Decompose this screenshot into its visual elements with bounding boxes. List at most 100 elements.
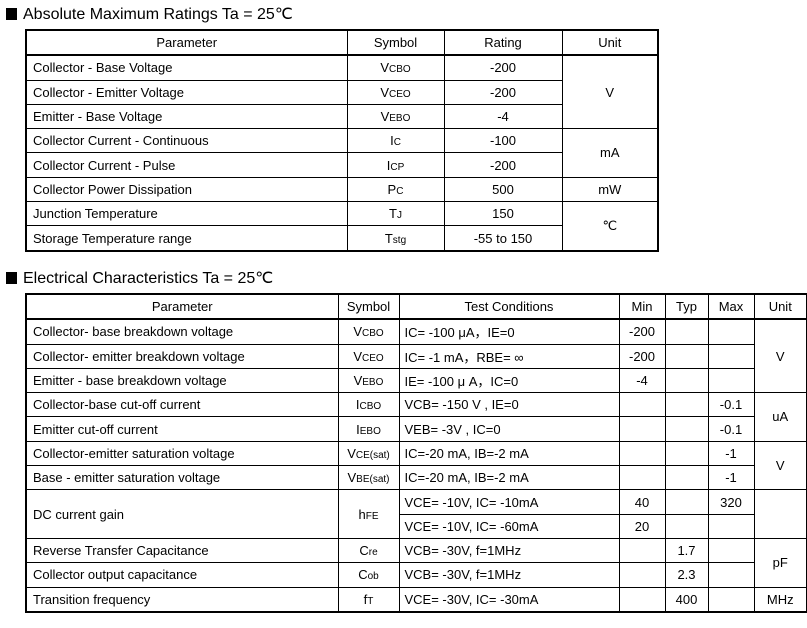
- symbol-main: V: [380, 109, 390, 125]
- min-cell: [618, 416, 666, 442]
- column-header: Symbol: [337, 293, 400, 321]
- symbol-cell: IC: [346, 128, 445, 154]
- min-cell: 40: [618, 489, 666, 515]
- symbol-subscript: CBO: [359, 401, 382, 413]
- symbol-cell: IEBO: [337, 416, 400, 442]
- typ-cell: 400: [664, 586, 709, 613]
- symbol-subscript: T: [367, 595, 374, 607]
- table-row: Emitter - base breakdown voltage VEBO IE= …: [25, 367, 807, 394]
- unit-cell: [753, 489, 807, 539]
- symbol-subscript: C: [396, 185, 404, 197]
- typ-cell: 2.3: [664, 562, 709, 588]
- parameter-cell: Collector - Emitter Voltage: [25, 79, 348, 105]
- table-row: Emitter cut-off current IEBO VEB= -3V , IC…: [25, 416, 807, 442]
- symbol-main: I: [386, 157, 391, 173]
- unit-cell: MHz: [753, 586, 807, 613]
- symbol-main: I: [355, 397, 360, 413]
- test-conditions-cell: VCE= -30V, IC= -30mA: [398, 586, 620, 613]
- typ-cell: [664, 440, 709, 467]
- unit-cell: V: [753, 440, 807, 491]
- unit-cell: pF: [753, 537, 807, 588]
- test-conditions-cell: VCB= -30V, f=1MHz: [398, 562, 620, 588]
- table-row: Collector - Base Voltage VCBO -200 V: [25, 54, 659, 130]
- typ-cell: [664, 367, 709, 394]
- header-row: Parameter Symbol Test Conditions Min Typ Max U…: [25, 293, 807, 321]
- max-cell: [707, 537, 755, 564]
- unit-cell: uA: [753, 392, 807, 442]
- max-cell: [707, 513, 755, 539]
- max-cell: [707, 318, 755, 345]
- symbol-subscript: EBO: [389, 113, 411, 125]
- typ-cell: [664, 343, 709, 369]
- typ-cell: [664, 318, 709, 345]
- test-conditions-cell: VCB= -30V, f=1MHz: [398, 537, 620, 564]
- symbol-subscript: CE(sat): [355, 449, 390, 461]
- test-conditions-cell: IC= -1 mA，RBE= ∞: [398, 343, 620, 369]
- symbol-subscript: stg: [392, 234, 407, 246]
- parameter-cell: Collector-base cut-off current: [25, 392, 339, 418]
- symbol-subscript: EBO: [362, 377, 384, 389]
- parameter-cell: Transition frequency: [25, 586, 339, 613]
- symbol-subscript: ob: [367, 571, 379, 583]
- symbol-main: V: [353, 324, 362, 340]
- symbol-subscript: CBO: [362, 328, 384, 340]
- parameter-cell: Emitter cut-off current: [25, 416, 339, 442]
- unit-cell: ℃: [561, 201, 659, 252]
- test-conditions-cell: VCE= -10V, IC= -60mA: [398, 513, 620, 539]
- parameter-cell: Junction Temperature: [25, 201, 348, 227]
- symbol-subscript: EBO: [359, 425, 381, 437]
- symbol-main: C: [358, 567, 368, 583]
- min-cell: [618, 562, 666, 588]
- rating-cell: -55 to 150: [443, 225, 563, 252]
- parameter-cell: Collector Power Dissipation: [25, 176, 348, 203]
- symbol-main: f: [363, 591, 368, 607]
- column-header: Test Conditions: [398, 293, 620, 321]
- symbol-main: C: [359, 543, 369, 559]
- section-title-text: Electrical Characteristics Ta = 25℃: [23, 270, 274, 287]
- min-cell: [618, 465, 666, 491]
- parameter-cell: Collector-emitter saturation voltage: [25, 440, 339, 467]
- min-cell: -200: [618, 343, 666, 369]
- test-conditions-cell: VEB= -3V , IC=0: [398, 416, 620, 442]
- symbol-main: I: [390, 133, 394, 149]
- rating-cell: 500: [443, 176, 563, 203]
- symbol-main: I: [356, 421, 360, 437]
- symbol-subscript: FE: [365, 510, 379, 522]
- table-row: Collector-emitter saturation voltage VCE(…: [25, 440, 807, 491]
- max-cell: 320: [707, 489, 755, 515]
- symbol-subscript: J: [396, 210, 402, 222]
- symbol-subscript: CEO: [362, 352, 384, 364]
- table-row: Collector-base cut-off current ICBO VCB= -…: [25, 392, 807, 442]
- test-conditions-cell: IC=-20 mA, IB=-2 mA: [398, 440, 620, 467]
- parameter-cell: Collector- base breakdown voltage: [25, 318, 339, 345]
- column-header: Min: [618, 293, 666, 321]
- symbol-subscript: CBO: [389, 64, 411, 76]
- symbol-subscript: CEO: [389, 88, 411, 100]
- test-conditions-cell: VCB= -150 V , IE=0: [398, 392, 620, 418]
- max-cell: -1: [707, 465, 755, 491]
- max-cell: -1: [707, 440, 755, 467]
- typ-cell: [664, 513, 709, 539]
- column-header: Parameter: [25, 293, 339, 321]
- bullet-square-icon: [6, 8, 17, 20]
- unit-cell: V: [753, 318, 807, 394]
- min-cell: [618, 392, 666, 418]
- max-cell: [707, 562, 755, 588]
- min-cell: [618, 440, 666, 467]
- typ-cell: [664, 489, 709, 515]
- symbol-cell: PC: [346, 176, 445, 203]
- symbol-cell: Cob: [337, 562, 400, 588]
- symbol-main: V: [347, 445, 356, 461]
- min-cell: -4: [618, 367, 666, 394]
- symbol-cell: VCBO: [346, 54, 445, 81]
- symbol-cell: VCEO: [337, 343, 400, 369]
- typ-cell: 1.7: [664, 537, 709, 564]
- parameter-cell: Base - emitter saturation voltage: [25, 465, 339, 491]
- symbol-cell: VEBO: [337, 367, 400, 394]
- min-cell: -200: [618, 318, 666, 345]
- symbol-subscript: C: [393, 137, 401, 149]
- symbol-cell: ICBO: [337, 392, 400, 418]
- column-header: Symbol: [346, 29, 445, 57]
- rating-cell: -200: [443, 152, 563, 178]
- symbol-main: V: [353, 373, 363, 389]
